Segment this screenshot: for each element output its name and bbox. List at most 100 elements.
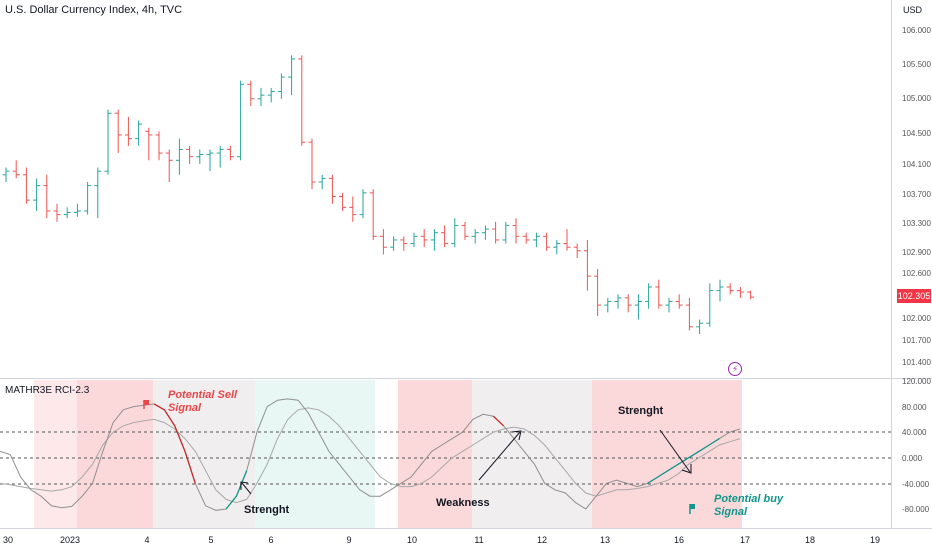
price-tick-label: 101.700 (902, 336, 931, 345)
buy-segment (647, 438, 720, 484)
price-bar (206, 149, 214, 172)
price-bar (726, 283, 734, 295)
weakness-annotation: Weakness (436, 497, 490, 509)
price-tick-label: 104.500 (902, 129, 931, 138)
price-bar (84, 182, 92, 215)
time-tick-label: 30 (3, 535, 13, 545)
price-bar (583, 239, 591, 291)
indicator-tick-label: 40.000 (902, 428, 927, 437)
indicator-levels (0, 431, 891, 485)
price-bar (461, 221, 469, 240)
price-tick-label: 101.400 (902, 358, 931, 367)
strength-annotation-2: Strenght (618, 405, 664, 417)
time-tick-label: 18 (805, 535, 815, 545)
time-tick-label: 11 (474, 535, 483, 545)
price-bar (63, 207, 71, 219)
indicator-background (34, 380, 742, 528)
indicator-tick-label: 80.000 (902, 403, 927, 412)
price-bar (594, 268, 602, 316)
time-axis[interactable]: 30 2023 4 5 6 9 10 11 12 13 16 17 18 19 (3, 535, 880, 545)
price-bar (573, 243, 581, 259)
last-price-tag: 102.305 (897, 289, 931, 303)
price-bar (328, 174, 336, 204)
price-bar (390, 236, 398, 251)
price-tick-label: 102.900 (902, 248, 931, 257)
price-bar (53, 203, 61, 222)
sell-label-line2: Signal (168, 402, 202, 414)
price-bar (359, 189, 367, 219)
price-tick-label: 102.000 (902, 314, 931, 323)
price-bar (645, 283, 653, 309)
price-bar (492, 221, 500, 244)
price-bar (257, 87, 265, 107)
price-bar (104, 109, 112, 175)
buy-flag-icon (689, 504, 695, 514)
price-bar (634, 294, 642, 320)
time-tick-label: 16 (674, 535, 684, 545)
price-bar (369, 189, 377, 240)
time-tick-label: 2023 (60, 535, 80, 545)
price-bar (481, 225, 489, 240)
price-bars (2, 55, 755, 335)
price-bar (186, 145, 194, 164)
price-bar (288, 55, 296, 96)
time-tick-label: 19 (870, 535, 880, 545)
price-bar (43, 174, 51, 219)
strength-segment (225, 470, 248, 510)
price-tick-label: 103.300 (902, 219, 931, 228)
price-bar (124, 116, 132, 146)
price-bar (379, 229, 387, 255)
currency-label: USD (903, 5, 923, 15)
price-bar (614, 294, 622, 309)
price-bar (675, 294, 683, 309)
price-bar (33, 178, 41, 211)
price-bar (247, 80, 255, 107)
price-bar (400, 236, 408, 251)
price-tick-label: 102.600 (902, 269, 931, 278)
sell-label-line1: Potential Sell (168, 389, 238, 401)
price-bar (155, 131, 163, 161)
rci-lines (0, 398, 741, 511)
price-bar (420, 229, 428, 248)
price-bar (553, 239, 561, 255)
price-bar (165, 149, 173, 183)
price-bar (12, 160, 20, 179)
price-bar (308, 138, 316, 190)
rci-fast-line (0, 398, 741, 511)
sell-signal-label: Potential Sell Signal (168, 389, 258, 415)
price-bar (22, 167, 30, 204)
price-bar (298, 55, 306, 146)
price-bar (563, 229, 571, 251)
indicator-title: MATHR3E RCI-2.3 (5, 385, 90, 396)
time-tick-label: 13 (600, 535, 610, 545)
time-tick-label: 6 (268, 535, 273, 545)
indicator-tick-label: -40.000 (902, 480, 930, 489)
price-bar (512, 218, 520, 244)
strength-annotation-1: Strenght (244, 504, 290, 516)
price-tick-label: 104.100 (902, 160, 931, 169)
price-bar (318, 174, 326, 190)
price-bar (624, 294, 632, 313)
annotation-arrows (240, 429, 692, 495)
buy-signal-label: Potential buy Signal (714, 493, 804, 519)
time-tick-label: 12 (537, 535, 547, 545)
price-tick-label: 106.000 (902, 26, 931, 35)
price-bar (114, 109, 122, 154)
indicator-axis[interactable]: 120.000 80.000 40.000 0.000 -40.000 -80.000 (902, 377, 931, 514)
price-bar (349, 196, 357, 222)
price-bar (410, 232, 418, 248)
price-bar (94, 167, 102, 219)
price-bar (2, 167, 10, 183)
price-bar (522, 232, 530, 244)
price-bar (736, 286, 744, 298)
buy-label-line2: Signal (714, 506, 748, 518)
price-bar (502, 221, 510, 244)
weakness-segment (492, 415, 505, 427)
price-bar (226, 145, 234, 161)
lightning-icon[interactable]: ⚡ (728, 362, 742, 376)
price-bar (237, 80, 245, 161)
indicator-tick-label: 120.000 (902, 377, 931, 386)
price-bar (441, 225, 449, 248)
price-axis[interactable]: 106.000 105.500 105.000 104.500 104.100 103.7… (902, 26, 931, 367)
